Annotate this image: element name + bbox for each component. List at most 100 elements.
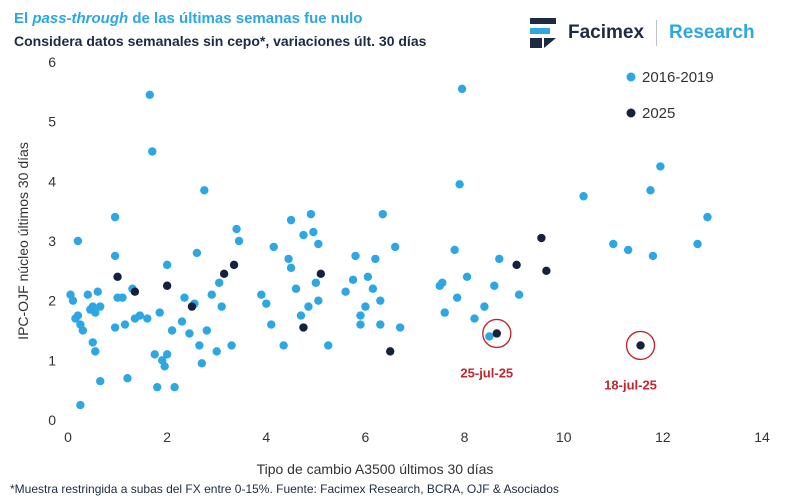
point-2016-2019 [324, 341, 333, 350]
y-tick-label: 3 [48, 233, 56, 249]
point-2016-2019 [267, 320, 276, 329]
title-emphasis: pass-through [32, 10, 129, 27]
point-2016-2019 [118, 293, 127, 302]
point-2025 [512, 260, 521, 270]
point-2016-2019 [286, 215, 296, 225]
x-tick-label: 4 [262, 429, 270, 445]
x-tick-label: 8 [461, 429, 469, 445]
point-2016-2019 [693, 239, 702, 249]
legend-marker [626, 108, 636, 118]
legend-label: 2016-2019 [642, 69, 714, 86]
point-2016-2019 [609, 239, 618, 249]
point-2016-2019 [91, 347, 100, 356]
legend-label: 2025 [642, 105, 675, 122]
point-2016-2019 [195, 341, 204, 350]
y-axis-label: IPC-OJF núcleo últimos 30 días [15, 142, 31, 340]
point-2016-2019 [356, 320, 365, 329]
point-2016-2019 [73, 311, 83, 320]
point-2025 [162, 281, 172, 290]
x-tick-label: 2 [163, 429, 171, 445]
point-2016-2019 [314, 296, 323, 305]
point-2016-2019 [648, 251, 658, 261]
y-tick-label: 4 [48, 173, 56, 189]
point-2016-2019 [73, 236, 83, 246]
point-2016-2019 [623, 245, 633, 255]
point-2016-2019 [395, 323, 405, 332]
point-2016-2019 [455, 180, 464, 189]
point-2016-2019 [495, 254, 504, 264]
point-2016-2019 [646, 186, 655, 195]
point-2016-2019 [378, 209, 387, 219]
x-tick-label: 12 [655, 429, 671, 445]
point-2016-2019 [227, 341, 236, 350]
point-2016-2019 [450, 245, 459, 255]
annotation-label: 18-jul-25 [604, 377, 657, 392]
point-2016-2019 [470, 314, 479, 323]
point-2016-2019 [306, 209, 316, 219]
point-2016-2019 [185, 329, 194, 338]
y-tick-label: 5 [48, 114, 56, 130]
point-2016-2019 [150, 350, 159, 359]
point-2016-2019 [269, 242, 278, 252]
point-2016-2019 [356, 311, 365, 320]
point-2016-2019 [232, 224, 241, 234]
point-2025 [636, 341, 645, 350]
point-2016-2019 [200, 186, 209, 195]
point-2016-2019 [167, 326, 177, 335]
x-tick-label: 14 [754, 429, 770, 445]
point-2016-2019 [170, 382, 179, 392]
x-tick-label: 10 [556, 429, 572, 445]
point-2016-2019 [123, 374, 132, 383]
point-2016-2019 [120, 320, 130, 329]
point-2016-2019 [462, 272, 472, 281]
x-tick-label: 0 [64, 429, 72, 445]
point-2016-2019 [703, 212, 712, 222]
point-2016-2019 [371, 254, 380, 264]
footnote: *Muestra restringida a subas del FX entr… [10, 482, 559, 496]
y-tick-label: 2 [48, 293, 56, 309]
point-2016-2019 [452, 293, 462, 302]
point-2016-2019 [314, 239, 323, 249]
logo-research: Research [669, 22, 755, 43]
point-2016-2019 [68, 296, 78, 305]
point-2016-2019 [155, 308, 164, 317]
point-2016-2019 [217, 302, 226, 311]
point-2016-2019 [234, 236, 244, 246]
point-2016-2019 [309, 227, 318, 237]
annotation-ring [625, 330, 656, 361]
point-2016-2019 [91, 308, 100, 317]
point-2016-2019 [480, 302, 489, 311]
point-2025 [229, 260, 239, 270]
annotation-ring [482, 318, 512, 349]
point-2016-2019 [279, 341, 288, 350]
point-2016-2019 [96, 377, 105, 386]
point-2016-2019 [485, 332, 494, 341]
point-2016-2019 [96, 302, 105, 311]
point-2016-2019 [83, 290, 93, 299]
point-2016-2019 [376, 320, 385, 329]
point-2016-2019 [177, 317, 187, 326]
point-2016-2019 [368, 284, 378, 293]
point-2025 [492, 329, 501, 338]
point-2016-2019 [148, 147, 157, 156]
x-tick-label: 6 [362, 429, 370, 445]
y-tick-label: 6 [48, 54, 56, 70]
point-2025 [316, 269, 326, 279]
point-2016-2019 [162, 260, 172, 270]
x-axis-label: Tipo de cambio A3500 últimos 30 días [257, 461, 494, 477]
point-2016-2019 [286, 263, 296, 273]
point-2016-2019 [214, 278, 224, 287]
point-2016-2019 [78, 326, 88, 335]
point-2016-2019 [110, 251, 120, 261]
point-2016-2019 [351, 251, 360, 261]
point-2016-2019 [76, 400, 85, 410]
point-2025 [542, 266, 551, 276]
point-2016-2019 [197, 359, 207, 368]
point-2016-2019 [656, 162, 665, 171]
legend-marker [626, 72, 636, 82]
point-2016-2019 [162, 350, 172, 359]
point-2016-2019 [202, 326, 211, 335]
point-2016-2019 [376, 296, 385, 305]
point-2025 [219, 269, 229, 279]
point-2016-2019 [304, 302, 313, 311]
